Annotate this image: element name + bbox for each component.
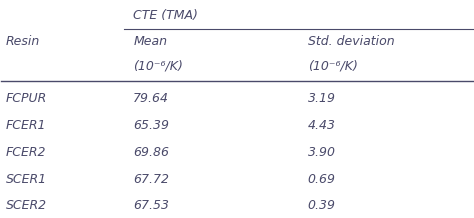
Text: SCER2: SCER2	[6, 199, 47, 213]
Text: FCER1: FCER1	[6, 119, 46, 132]
Text: FCPUR: FCPUR	[6, 92, 47, 105]
Text: FCER2: FCER2	[6, 146, 46, 159]
Text: 0.39: 0.39	[308, 199, 336, 213]
Text: 3.19: 3.19	[308, 92, 336, 105]
Text: 4.43: 4.43	[308, 119, 336, 132]
Text: 67.72: 67.72	[133, 173, 169, 186]
Text: Mean: Mean	[133, 35, 167, 48]
Text: Std. deviation: Std. deviation	[308, 35, 394, 48]
Text: (10⁻⁶/K): (10⁻⁶/K)	[133, 60, 183, 73]
Text: Resin: Resin	[6, 35, 40, 48]
Text: CTE (TMA): CTE (TMA)	[133, 9, 198, 22]
Text: 79.64: 79.64	[133, 92, 169, 105]
Text: 67.53: 67.53	[133, 199, 169, 213]
Text: 3.90: 3.90	[308, 146, 336, 159]
Text: 69.86: 69.86	[133, 146, 169, 159]
Text: (10⁻⁶/K): (10⁻⁶/K)	[308, 60, 357, 73]
Text: SCER1: SCER1	[6, 173, 47, 186]
Text: 65.39: 65.39	[133, 119, 169, 132]
Text: 0.69: 0.69	[308, 173, 336, 186]
